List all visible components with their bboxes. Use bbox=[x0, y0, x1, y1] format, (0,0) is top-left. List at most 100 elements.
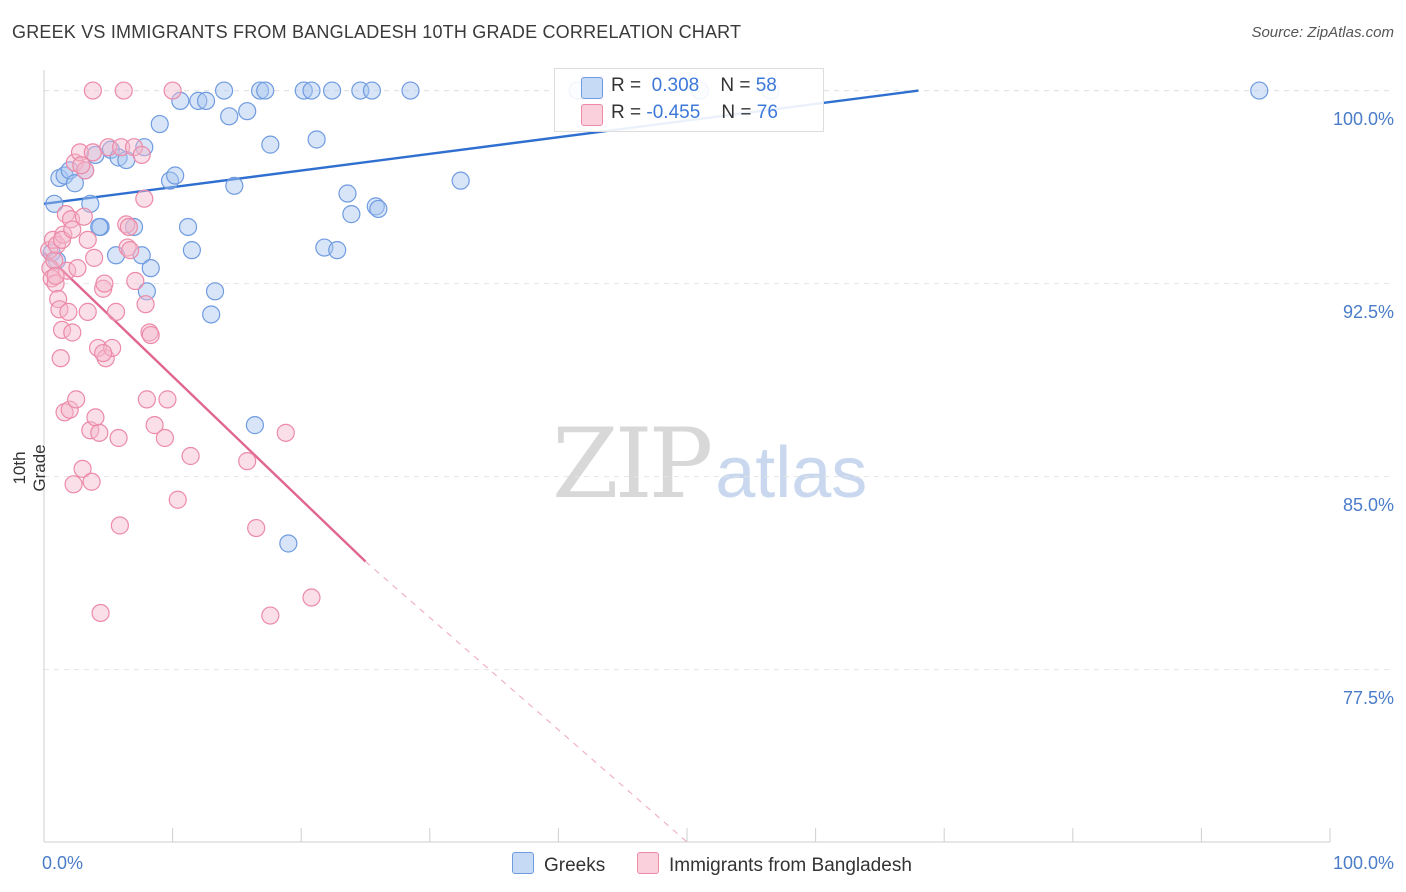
point-bangladesh bbox=[135, 189, 154, 208]
point-bangladesh bbox=[136, 295, 155, 314]
point-bangladesh bbox=[137, 390, 156, 409]
point-bangladesh bbox=[103, 338, 122, 358]
watermark-atlas: atlas bbox=[715, 433, 868, 513]
y-tick-label: 85.0% bbox=[1342, 494, 1394, 515]
point-bangladesh bbox=[52, 320, 72, 340]
point-bangladesh bbox=[110, 516, 129, 535]
series-bangladesh bbox=[40, 81, 321, 625]
point-greeks bbox=[451, 171, 470, 190]
point-bangladesh bbox=[55, 403, 74, 422]
point-bangladesh bbox=[247, 518, 266, 538]
axes bbox=[43, 70, 1331, 843]
point-bangladesh bbox=[83, 81, 102, 100]
source-note: Source: ZipAtlas.com bbox=[1251, 24, 1394, 41]
point-bangladesh bbox=[132, 145, 151, 165]
point-greeks bbox=[205, 282, 225, 301]
point-bangladesh bbox=[117, 215, 136, 234]
point-bangladesh bbox=[45, 251, 64, 270]
trend-line-bangladesh bbox=[43, 251, 367, 563]
legend-item-greeks[interactable]: Greeks bbox=[512, 852, 605, 877]
point-bangladesh bbox=[73, 459, 92, 478]
point-greeks bbox=[256, 81, 275, 100]
legend-r-label: R = bbox=[611, 102, 642, 123]
point-bangladesh bbox=[261, 606, 280, 625]
point-bangladesh bbox=[70, 143, 90, 162]
point-greeks bbox=[225, 176, 244, 195]
point-greeks bbox=[328, 241, 347, 260]
point-bangladesh bbox=[109, 428, 128, 448]
series-legend: Greeks Immigrants from Bangladesh bbox=[0, 852, 1406, 878]
x-tick-label: 0.0% bbox=[42, 853, 84, 873]
legend-r-label: R = bbox=[611, 75, 642, 96]
legend-n-value: 76 bbox=[756, 102, 778, 123]
point-greeks bbox=[150, 114, 169, 134]
point-bangladesh bbox=[68, 259, 87, 278]
series-greeks bbox=[42, 81, 1269, 553]
point-greeks bbox=[45, 194, 64, 213]
legend-text-bangladesh: R = -0.455 N = 76 bbox=[611, 102, 778, 124]
point-greeks bbox=[294, 81, 313, 100]
legend-label-greeks: Greeks bbox=[544, 855, 606, 876]
legend-n-label: N = bbox=[720, 75, 751, 96]
point-greeks bbox=[338, 184, 357, 203]
point-bangladesh bbox=[46, 266, 65, 285]
point-greeks bbox=[166, 166, 185, 185]
point-bangladesh bbox=[82, 472, 101, 491]
point-bangladesh bbox=[302, 588, 321, 607]
y-tick-label: 92.5% bbox=[1342, 301, 1394, 322]
y-axis-label: 10th Grade bbox=[10, 444, 49, 492]
zipatlas-watermark: ZIPatlas bbox=[552, 408, 867, 520]
point-bangladesh bbox=[168, 490, 187, 509]
point-bangladesh bbox=[112, 138, 131, 157]
legend-swatch-greeks bbox=[512, 852, 534, 874]
point-bangladesh bbox=[63, 220, 82, 239]
point-bangladesh bbox=[119, 217, 138, 237]
legend-label-bangladesh: Immigrants from Bangladesh bbox=[669, 855, 912, 876]
point-bangladesh bbox=[124, 138, 144, 157]
legend-item-bangladesh[interactable]: Immigrants from Bangladesh bbox=[637, 852, 912, 877]
point-greeks bbox=[65, 174, 84, 193]
y-tick-label: 100.0% bbox=[1332, 108, 1394, 129]
point-bangladesh bbox=[47, 235, 66, 255]
point-greeks bbox=[302, 81, 321, 100]
point-bangladesh bbox=[78, 230, 97, 249]
point-bangladesh bbox=[145, 416, 164, 435]
point-bangladesh bbox=[181, 446, 200, 466]
point-bangladesh bbox=[114, 81, 133, 100]
point-greeks bbox=[189, 91, 208, 110]
y-tick-label: 77.5% bbox=[1342, 687, 1394, 708]
trend-extension-bangladesh bbox=[365, 561, 688, 843]
point-greeks bbox=[401, 81, 420, 100]
legend-swatch-bangladesh bbox=[581, 104, 603, 126]
point-greeks bbox=[342, 205, 361, 224]
point-bangladesh bbox=[58, 261, 77, 280]
watermark-zip: ZIP bbox=[552, 408, 713, 520]
point-bangladesh bbox=[78, 302, 97, 321]
point-greeks bbox=[322, 81, 342, 100]
x-tick-label: 100.0% bbox=[1332, 853, 1394, 873]
point-greeks bbox=[90, 217, 109, 237]
point-greeks bbox=[261, 135, 280, 154]
point-bangladesh bbox=[59, 302, 78, 321]
point-greeks bbox=[279, 534, 298, 553]
point-bangladesh bbox=[158, 390, 177, 409]
point-greeks bbox=[220, 107, 239, 126]
point-bangladesh bbox=[56, 205, 75, 224]
legend-text-greeks: R = 0.308 N = 58 bbox=[611, 75, 777, 97]
point-greeks bbox=[141, 259, 160, 278]
legend-swatch-bangladesh bbox=[637, 852, 659, 874]
point-greeks bbox=[250, 81, 270, 100]
point-bangladesh bbox=[85, 248, 104, 267]
point-bangladesh bbox=[67, 390, 86, 409]
point-greeks bbox=[366, 197, 385, 216]
point-bangladesh bbox=[155, 428, 174, 448]
legend-r-value: 0.308 bbox=[651, 75, 700, 96]
point-bangladesh bbox=[99, 138, 118, 157]
point-bangladesh bbox=[95, 274, 114, 293]
point-greeks bbox=[1250, 81, 1269, 100]
point-greeks bbox=[214, 81, 234, 100]
data-points bbox=[40, 81, 1269, 625]
point-bangladesh bbox=[118, 238, 137, 257]
point-bangladesh bbox=[96, 349, 115, 368]
